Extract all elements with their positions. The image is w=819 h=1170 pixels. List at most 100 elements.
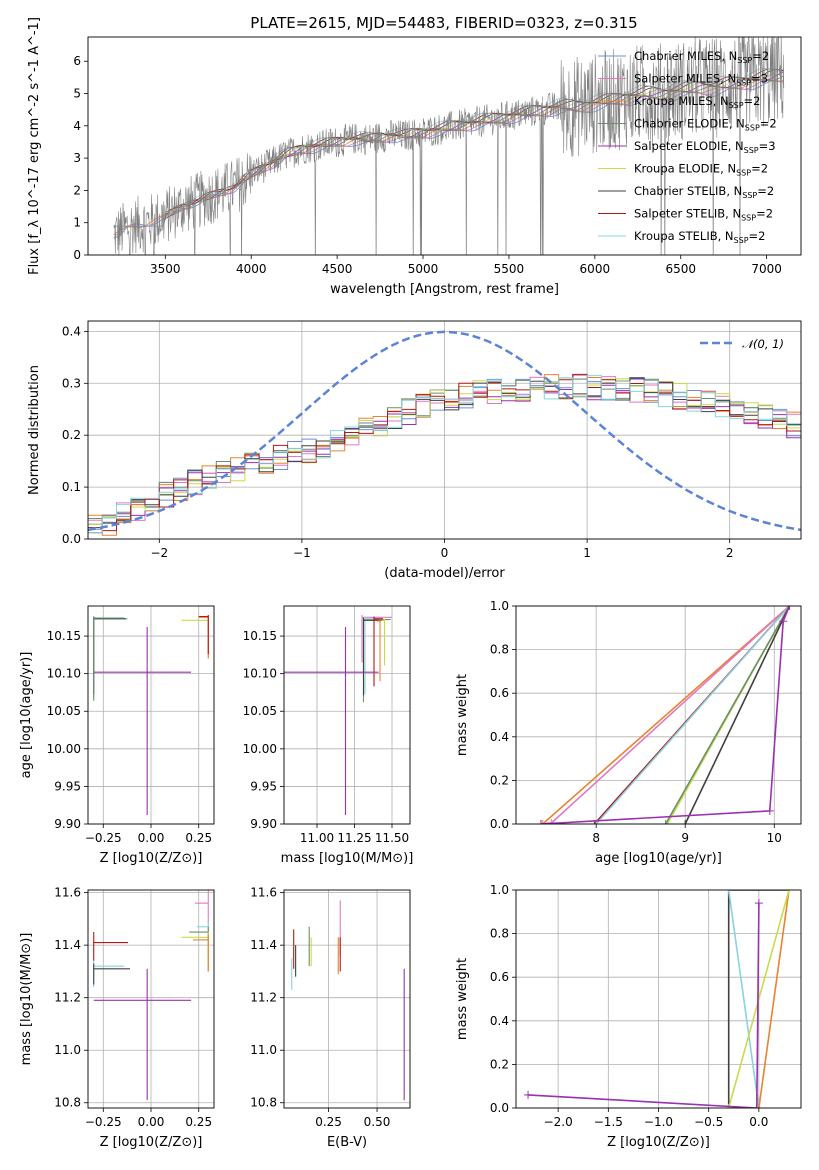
axes-frame: [515, 889, 802, 1109]
y-tick-label: 1.0: [490, 883, 509, 897]
x-tick-label: 0.50: [364, 1115, 391, 1129]
y-tick-label: 10.05: [47, 704, 81, 718]
y-tick-label: 10.15: [47, 629, 81, 643]
panel-age_vs_Z: −0.25 0.00 0.25 9.90 9.95 10.00 10.05 10.10 10.1…: [19, 605, 215, 866]
x-tick-label: 3500: [150, 262, 181, 276]
y-tick-label: 11.4: [250, 938, 277, 952]
x-tick-label: 4000: [236, 262, 267, 276]
axes-frame: [283, 605, 411, 825]
x-tick-label: 11.50: [375, 831, 409, 845]
panel-residuals: −2 −1 0 1 2 0.0 0.1 0.2 0.3 0.4 (data-model)/error…: [27, 320, 802, 581]
plot-area-mass_vs_EBV: [291, 900, 405, 1101]
x-tick-label: 2: [726, 546, 734, 560]
weight-line: [527, 903, 760, 1108]
legend-label: Salpeter ELODIE, NSSP=3: [634, 139, 776, 155]
x-tick-label: 5000: [408, 262, 439, 276]
x-tick-label: 1: [583, 546, 591, 560]
x-tick-label: −1.0: [644, 1115, 673, 1129]
plot-area-age_vs_mass: [284, 615, 392, 815]
y-tick-label: 9.95: [250, 779, 277, 793]
x-axis-label: wavelength [Angstrom, rest frame]: [330, 282, 559, 297]
y-tick-label: 11.4: [54, 938, 81, 952]
x-tick-label: 11.00: [300, 831, 334, 845]
histogram-step: [88, 374, 801, 534]
y-tick-label: 0.0: [490, 817, 509, 831]
panel-mass_vs_Z: −0.25 0.00 0.25 10.8 11.0 11.2 11.4 11.6 Z [log1…: [19, 886, 215, 1150]
gaussian-curve: [88, 330, 801, 532]
y-tick-label: 11.2: [54, 991, 81, 1005]
x-tick-label: 0.25: [185, 831, 212, 845]
x-tick-label: 0.25: [315, 1115, 342, 1129]
legend-label: Chabrier ELODIE, NSSP=2: [634, 117, 777, 133]
legend-label: Chabrier STELIB, NSSP=2: [634, 184, 774, 200]
x-tick-label: 9: [681, 831, 689, 845]
legend-label: Chabrier MILES, NSSP=2: [634, 49, 769, 65]
y-tick-label: 10.15: [243, 629, 277, 643]
plot-area-age_vs_Z: [93, 615, 209, 815]
x-tick-label: 10: [767, 831, 782, 845]
y-tick-label: 11.2: [250, 991, 277, 1005]
plot-area-mass_vs_Z: [93, 890, 209, 1101]
x-tick-label: 6000: [580, 262, 611, 276]
histogram-step: [88, 377, 801, 529]
y-axis-label: Flux [f_λ 10^-17 erg cm^-2 s^-1 A^-1]: [27, 17, 42, 275]
y-tick-label: 9.90: [250, 817, 277, 831]
figure-title: PLATE=2615, MJD=54483, FIBERID=0323, z=0…: [250, 14, 637, 32]
y-tick-label: 0: [73, 248, 81, 262]
y-tick-label: 0.2: [490, 1057, 509, 1071]
panel-age_vs_mass: 11.00 11.25 11.50 9.90 9.95 10.00 10.05 10.10 10…: [243, 605, 413, 866]
x-axis-label: Z [log10(Z/Z⊙)]: [100, 1135, 203, 1150]
axes-frame: [515, 605, 802, 825]
y-axis-label: Normed distribution: [27, 365, 42, 495]
y-tick-label: 11.6: [250, 886, 277, 900]
x-tick-label: 0.00: [138, 1115, 165, 1129]
legend-label: Kroupa ELODIE, NSSP=2: [634, 162, 768, 178]
weight-line: [727, 890, 789, 1108]
data-spectrum-line: [113, 37, 785, 255]
y-tick-label: 0.6: [490, 970, 509, 984]
weight-line: [684, 606, 791, 824]
y-tick-label: 4: [73, 119, 81, 133]
x-axis-label: age [log10(age/yr)]: [595, 851, 722, 866]
y-axis-label: mass weight: [455, 958, 470, 1040]
y-tick-label: 11.0: [54, 1043, 81, 1057]
x-tick-label: 0.00: [138, 831, 165, 845]
y-tick-label: 10.00: [47, 742, 81, 756]
y-axis-label: age [log10(age/yr)]: [19, 652, 34, 779]
x-tick-label: −0.25: [85, 831, 122, 845]
y-tick-label: 0.2: [62, 428, 81, 442]
y-tick-label: 1: [73, 216, 81, 230]
y-tick-label: 0.0: [490, 1101, 509, 1115]
x-tick-label: −0.25: [85, 1115, 122, 1129]
x-tick-label: 0: [441, 546, 449, 560]
y-tick-label: 1.0: [490, 599, 509, 613]
y-tick-label: 11.0: [250, 1043, 277, 1057]
y-tick-label: 0.8: [490, 927, 509, 941]
y-tick-label: 0.1: [62, 480, 81, 494]
y-tick-label: 3: [73, 151, 81, 165]
axes-frame: [87, 36, 802, 256]
legend-label: Kroupa MILES, NSSP=2: [634, 94, 760, 110]
legend: 𝒩(0, 1): [700, 337, 784, 351]
x-tick-label: 0.0: [749, 1115, 768, 1129]
plot-area-massweight_vs_Z: [524, 890, 793, 1108]
y-tick-label: 9.95: [54, 779, 81, 793]
y-tick-label: 0.3: [62, 376, 81, 390]
weight-line: [727, 890, 760, 1108]
y-tick-label: 0.8: [490, 643, 509, 657]
x-tick-label: −1: [293, 546, 311, 560]
weight-line: [540, 606, 791, 824]
y-tick-label: 0.0: [62, 532, 81, 546]
weight-line: [664, 606, 791, 824]
plot-area-spectrum: [113, 37, 785, 255]
x-axis-label: Z [log10(Z/Z⊙)]: [607, 1135, 710, 1150]
x-axis-label: Z [log10(Z/Z⊙)]: [100, 851, 203, 866]
y-tick-label: 0.4: [490, 1014, 509, 1028]
y-tick-label: 5: [73, 87, 81, 101]
x-tick-label: −2.0: [544, 1115, 573, 1129]
panel-massweight_vs_age: 8 9 10 0.0 0.2 0.4 0.6 0.8 1.0 age [log10(age/yr)…: [455, 599, 802, 866]
y-tick-label: 0.6: [490, 686, 509, 700]
y-tick-label: 0.4: [62, 324, 81, 338]
axes-frame: [87, 320, 802, 540]
